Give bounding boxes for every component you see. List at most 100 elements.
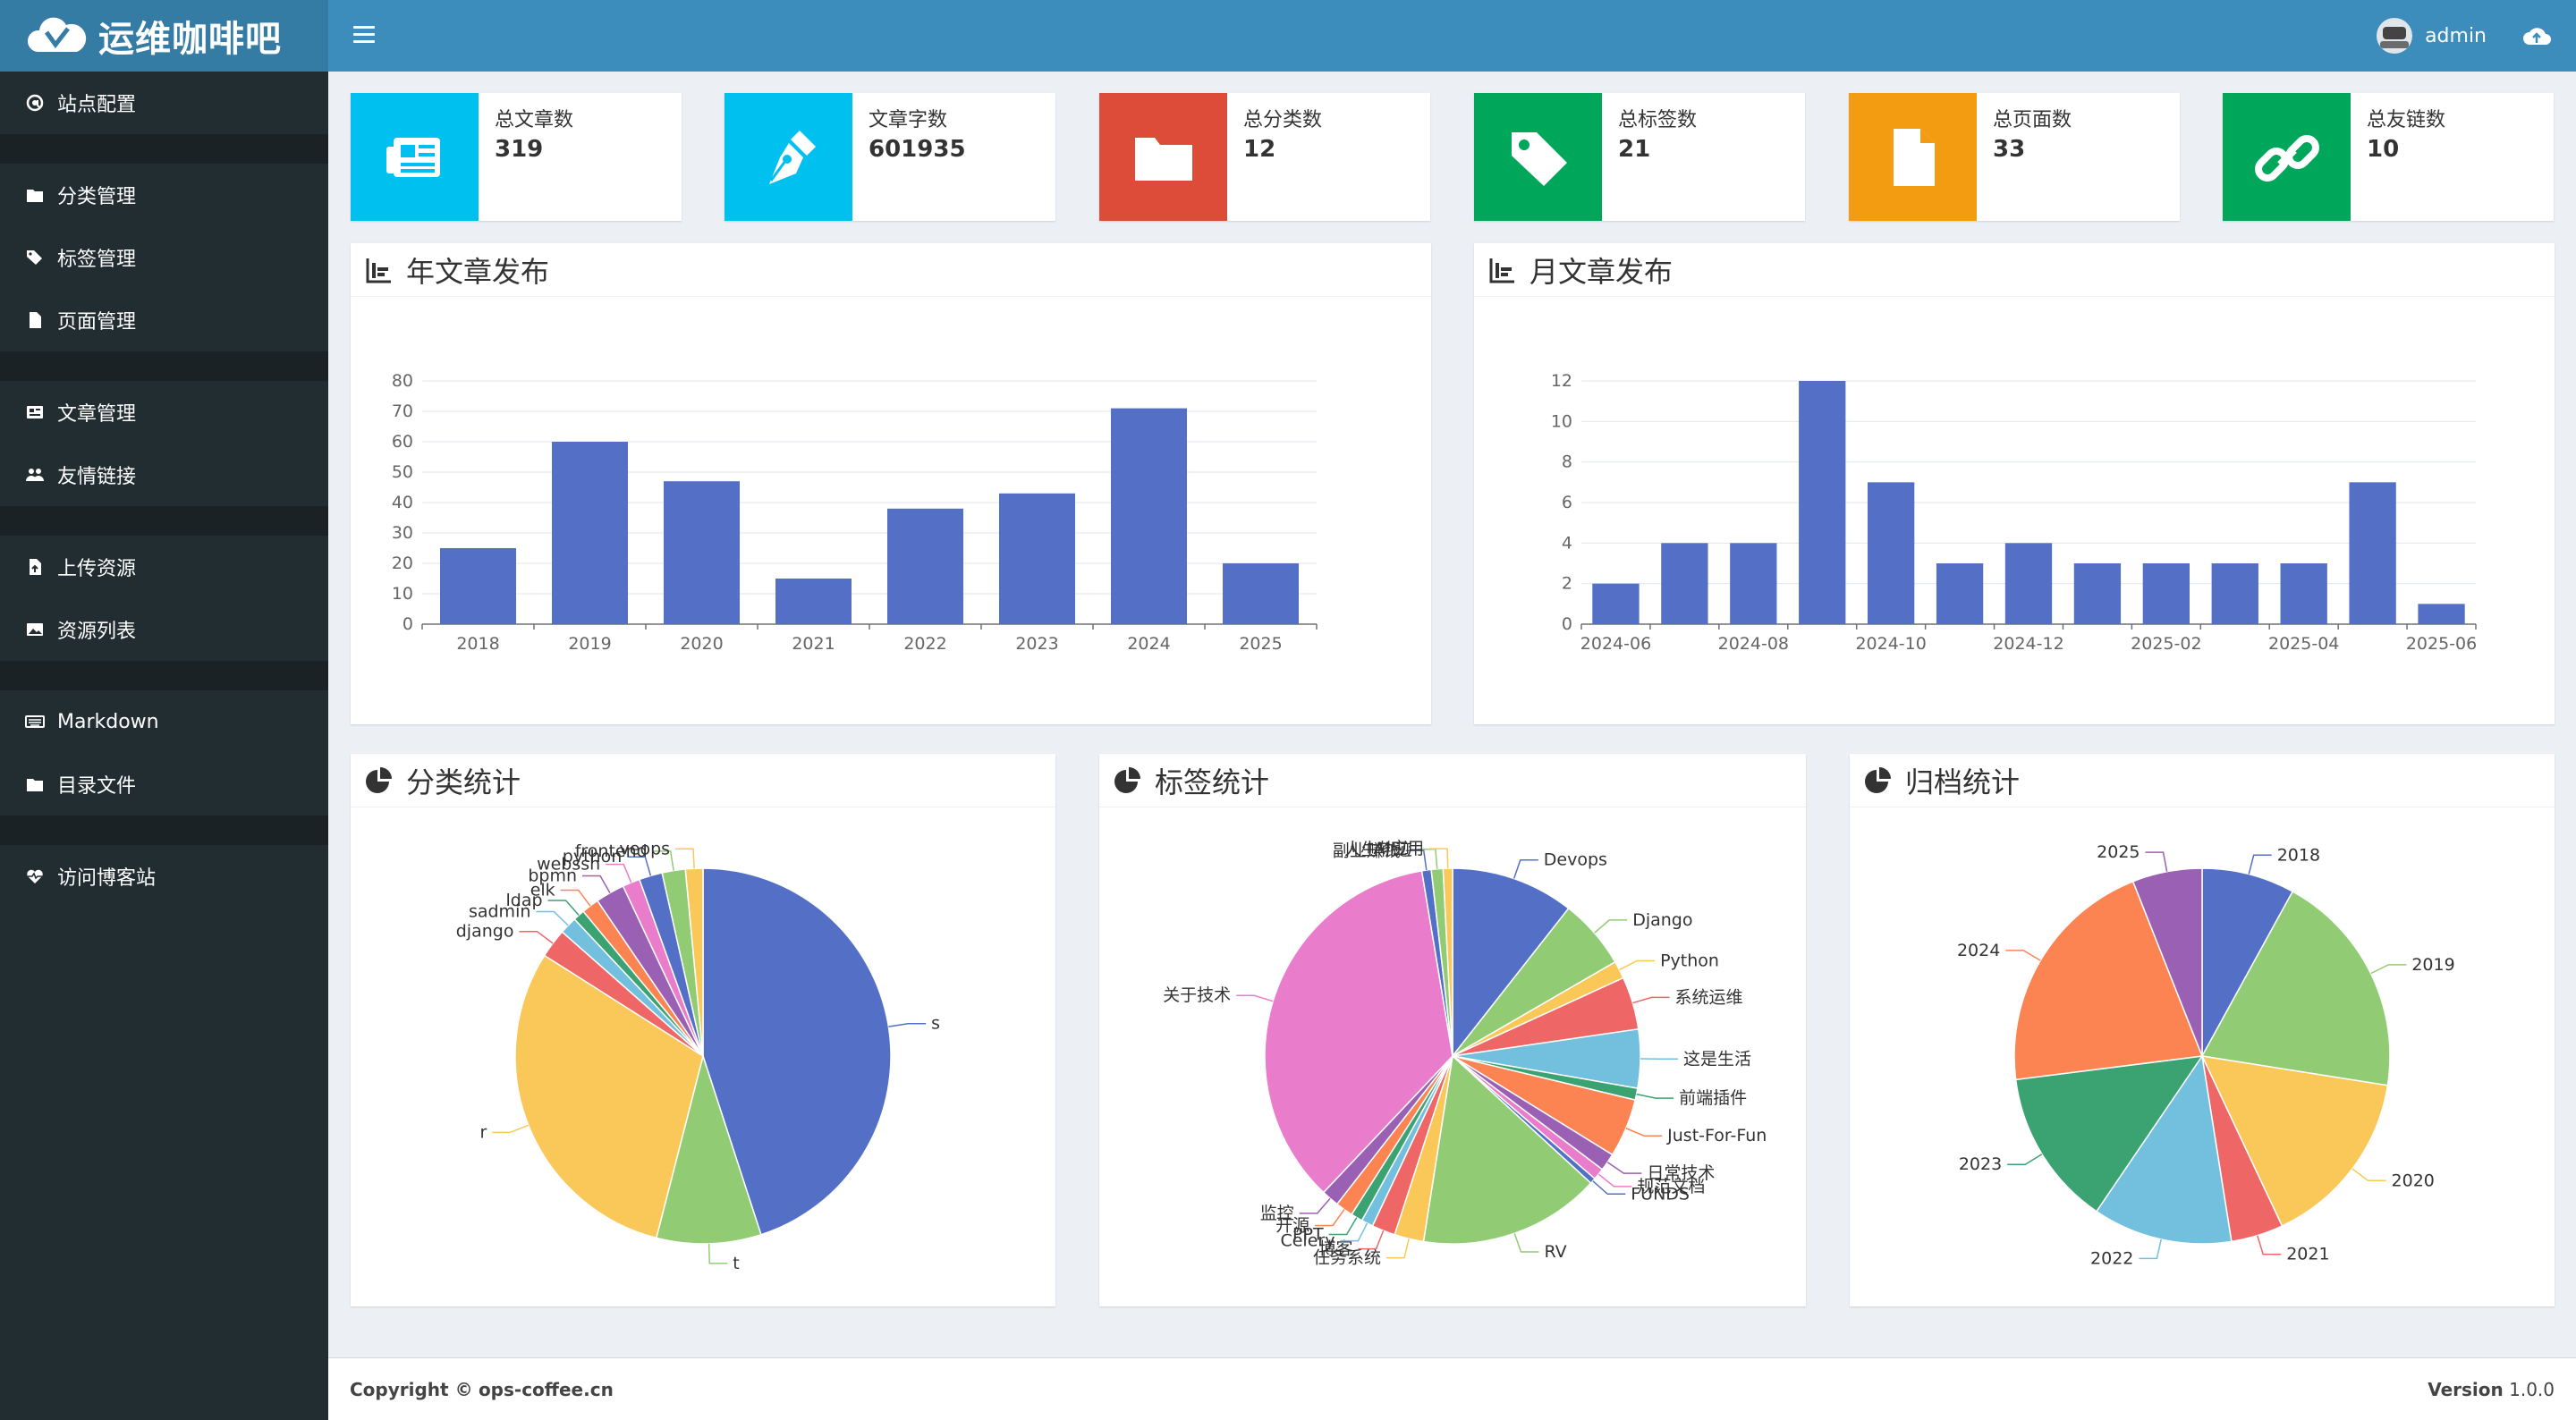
pie-label-line — [1315, 1209, 1345, 1227]
stat-value: 12 — [1243, 136, 1276, 163]
sidebar-item[interactable]: 分类管理 — [0, 164, 328, 226]
bar — [1730, 543, 1777, 624]
y-tick-label: 60 — [392, 432, 413, 452]
pie-label-line — [1358, 1230, 1385, 1250]
pie-slice — [2131, 867, 2203, 1057]
bar — [1111, 408, 1187, 624]
y-tick-label: 2 — [1562, 574, 1572, 594]
sidebar-item[interactable]: 文章管理 — [0, 381, 328, 444]
site-link[interactable]: ops-coffee.cn — [478, 1378, 614, 1400]
bar — [2004, 543, 2053, 624]
copyright: Copyright © ops-coffee.cn — [350, 1378, 614, 1400]
logo[interactable]: 运维咖啡吧 — [0, 0, 328, 72]
pie-slice — [684, 867, 704, 1057]
stat-card: 总页面数 33 — [1849, 93, 2180, 221]
box-header: 归档统计 — [1850, 754, 2555, 807]
sidebar-separator — [0, 816, 328, 845]
pie-label: 前端插件 — [1679, 1088, 1747, 1108]
y-tick-label: 30 — [392, 523, 413, 543]
pie-label: 博客 — [1319, 1239, 1353, 1259]
bar-chart-icon — [366, 258, 391, 283]
sidebar-item-label: Markdown — [57, 710, 159, 733]
pie-label: 开源 — [1275, 1215, 1309, 1235]
sidebar-item[interactable]: 页面管理 — [0, 289, 328, 351]
bar — [1868, 482, 1915, 624]
pie-label-line — [1632, 996, 1670, 1004]
user-menu[interactable]: admin — [2377, 18, 2487, 54]
folder-icon — [25, 185, 45, 205]
pie-label: r — [479, 1122, 487, 1142]
bar — [887, 508, 963, 624]
topbar: admin — [328, 0, 2576, 72]
y-tick-label: 6 — [1562, 493, 1572, 512]
sidebar-item-label: 访问博客站 — [57, 867, 157, 890]
x-tick-label: 2020 — [680, 634, 723, 654]
pie-label: elk — [530, 880, 555, 900]
sidebar-item-label: 文章管理 — [57, 403, 137, 426]
sidebar-item[interactable]: 标签管理 — [0, 226, 328, 289]
pie-slice — [2014, 1055, 2204, 1213]
pie-label-line — [1597, 1173, 1632, 1188]
pie-label-line — [1340, 1222, 1368, 1242]
stat-icon-box — [351, 93, 479, 221]
pie-label-line — [675, 848, 695, 869]
stat-value: 601935 — [869, 136, 966, 163]
file-icon — [1893, 128, 1935, 186]
stat-card: 总友链数 10 — [2223, 93, 2554, 221]
tags-icon — [25, 248, 45, 267]
newspaper-icon — [25, 402, 45, 422]
pie-label-line — [1625, 1128, 1663, 1137]
pie-label: 2018 — [2277, 845, 2320, 865]
pie-label: 2021 — [2286, 1245, 2329, 1264]
bar — [2280, 563, 2327, 624]
category-stats-box: 分类统计 s t r django sadmin ldap elk bpmn webssh pyt… — [351, 754, 1055, 1306]
pie-label-line — [1386, 1238, 1410, 1259]
sidebar-item[interactable]: 站点配置 — [0, 72, 328, 134]
at-icon — [25, 93, 45, 113]
sidebar-item[interactable]: 访问博客站 — [0, 845, 328, 908]
pie-label: 规范文档 — [1637, 1177, 1705, 1196]
y-tick-label: 40 — [392, 493, 413, 512]
box-header: 标签统计 — [1099, 754, 1806, 807]
sidebar-item[interactable]: 目录文件 — [0, 753, 328, 816]
pie-slice — [655, 1053, 762, 1245]
pie-slice — [2013, 880, 2204, 1081]
stat-label: 总页面数 — [1993, 109, 2072, 131]
y-tick-label: 0 — [402, 614, 413, 634]
hamburger-icon[interactable] — [350, 21, 378, 50]
x-tick-label: 2021 — [792, 634, 835, 654]
footer: Copyright © ops-coffee.cn Version 1.0.0 — [328, 1357, 2576, 1420]
stat-value: 319 — [495, 136, 544, 163]
box-header: 年文章发布 — [351, 243, 1431, 297]
y-tick-label: 10 — [1551, 411, 1572, 431]
sidebar-item[interactable]: 友情链接 — [0, 444, 328, 506]
pie-label: Devops — [1544, 850, 1607, 870]
stat-value: 21 — [1618, 136, 1651, 163]
x-tick-label: 2025 — [1239, 634, 1282, 654]
sidebar-item-label: 页面管理 — [57, 311, 137, 334]
x-tick-label: 2023 — [1015, 634, 1058, 654]
pie-label-line — [1592, 1180, 1626, 1196]
tag-icon — [1511, 131, 1567, 186]
bar — [2418, 604, 2465, 624]
pie-label-line — [1513, 858, 1538, 879]
cloud-upload-icon[interactable] — [2522, 23, 2551, 48]
sidebar-separator — [0, 506, 328, 536]
images-icon — [25, 620, 45, 639]
y-tick-label: 20 — [392, 554, 413, 573]
sidebar-separator — [0, 351, 328, 381]
sidebar-item[interactable]: Markdown — [0, 690, 328, 753]
pie-label: 监控 — [1260, 1204, 1294, 1223]
pie-label: 2022 — [2090, 1248, 2133, 1268]
pie-label-line — [1405, 849, 1428, 871]
sidebar-item[interactable]: 上传资源 — [0, 536, 328, 598]
sidebar-item[interactable]: 资源列表 — [0, 598, 328, 661]
stat-card: 总文章数 319 — [351, 93, 682, 221]
pie-label: Celery — [1280, 1231, 1335, 1251]
pie-chart-icon — [366, 766, 392, 793]
pie-label-line — [1236, 994, 1274, 1002]
pie-label-line — [582, 875, 611, 893]
pie-label-line — [2139, 1238, 2162, 1260]
pie-label-line — [547, 900, 580, 916]
pie-label-line — [1328, 1217, 1358, 1236]
